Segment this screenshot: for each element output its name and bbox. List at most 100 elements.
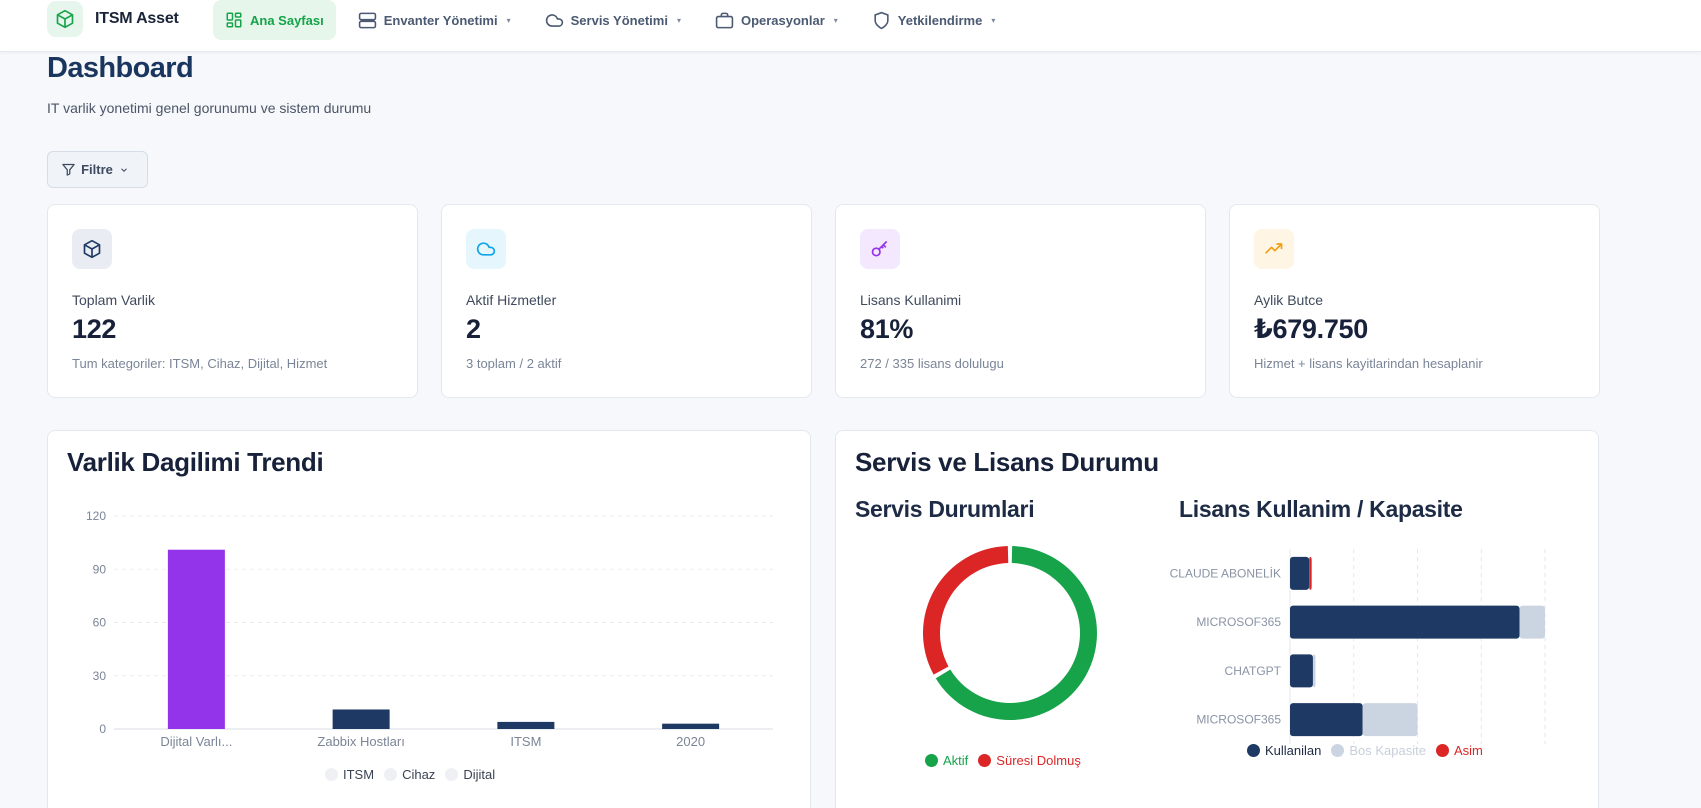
stat-sub: 3 toplam / 2 aktif	[466, 356, 562, 371]
legend-label: Kullanilan	[1265, 743, 1322, 758]
legend-item[interactable]: Bos Kapasite	[1331, 743, 1426, 758]
chevron-down-icon: ▾	[833, 15, 838, 25]
stat-sub: 272 / 335 lisans dolulugu	[860, 356, 1004, 371]
legend-swatch	[978, 754, 992, 767]
legend-label: Süresi Dolmuş	[996, 753, 1081, 768]
chart-legend: ITSM Cihaz Dijital	[325, 767, 505, 782]
brand[interactable]: ITSM Asset	[47, 1, 179, 37]
nav-label: Ana Sayfası	[250, 12, 324, 28]
x-tick-label: Dijital Varlı...	[160, 734, 232, 749]
y-tick-label: 0	[99, 722, 106, 736]
briefcase-icon	[715, 12, 734, 28]
stat-card-aylik-butce: Aylik Butce ₺679.750 Hizmet + lisans kay…	[1229, 204, 1600, 398]
bar-segment	[1290, 605, 1520, 639]
legend-item[interactable]: ITSM	[325, 767, 374, 782]
trending-up-icon	[1254, 229, 1294, 269]
y-tick-label: MICROSOF365	[1196, 713, 1281, 727]
nav-label: Servis Yönetimi	[570, 12, 668, 28]
bar-segment	[1519, 605, 1545, 639]
stat-card-toplam-varlik: Toplam Varlik 122 Tum kategoriler: ITSM,…	[47, 204, 418, 398]
y-tick-label: CLAUDE ABONELİK	[1170, 566, 1281, 580]
nav-item-operasyonlar[interactable]: Operasyonlar ▾	[703, 0, 850, 40]
license-usage-chart: 050100150200CLAUDE ABONELİKMICROSOF365CH…	[1170, 549, 1546, 744]
service-status-title: Servis Durumlari	[855, 496, 1035, 522]
brand-name: ITSM Asset	[95, 10, 179, 27]
stat-sub: Hizmet + lisans kayitlarindan hesaplanir	[1254, 356, 1483, 371]
legend-item[interactable]: Cihaz	[384, 767, 435, 782]
y-tick-label: CHATGPT	[1225, 664, 1282, 678]
page-subtitle: IT varlik yonetimi genel gorunumu ve sis…	[47, 100, 372, 116]
panel-title: Servis ve Lisans Durumu	[855, 447, 1159, 477]
bar	[497, 721, 555, 729]
legend-label: Cihaz	[402, 767, 436, 782]
nav-label: Envanter Yönetimi	[383, 12, 498, 28]
chevron-down-icon: ▾	[676, 15, 681, 25]
license-title: Lisans Kullanim / Kapasite	[1179, 496, 1463, 522]
legend-label: Bos Kapasite	[1349, 743, 1426, 758]
stat-label: Aylik Butce	[1254, 292, 1323, 308]
page-title: Dashboard	[47, 52, 194, 84]
chevron-down-icon: ▾	[991, 15, 996, 25]
panel-service-license: Servis ve Lisans Durumu Servis Durumlari…	[835, 430, 1599, 808]
stat-label: Aktif Hizmetler	[466, 292, 557, 308]
cloud-icon	[466, 229, 506, 269]
key-icon	[860, 229, 900, 269]
stat-value: 2	[466, 314, 481, 344]
legend-swatch	[325, 768, 338, 781]
stat-card-aktif-hizmetler: Aktif Hizmetler 2 3 toplam / 2 aktif	[441, 204, 812, 398]
shield-icon	[874, 11, 889, 29]
x-tick-label: 2020	[676, 734, 705, 749]
filter-button[interactable]: Filtre	[47, 151, 148, 188]
donut-legend: Aktif Süresi Dolmuş	[925, 753, 1091, 768]
legend-item[interactable]: Kullanilan	[1247, 743, 1321, 758]
top-navbar: ITSM Asset Ana Sayfası Envanter Yönetimi…	[0, 0, 1701, 52]
panel-trend: Varlik Dagilimi Trendi 0 30 60 90 120 Dijital…	[47, 430, 811, 808]
legend-item[interactable]: Asim	[1435, 743, 1483, 758]
bar	[662, 723, 720, 729]
stat-card-lisans-kullanimi: Lisans Kullanimi 81% 272 / 335 lisans do…	[835, 204, 1206, 398]
legend-label: Aktif	[943, 753, 969, 768]
nav-item-yetkilendirme[interactable]: Yetkilendirme ▾	[860, 0, 1008, 40]
donut-slice	[923, 546, 1009, 675]
stat-label: Toplam Varlik	[72, 292, 155, 308]
legend-item[interactable]: Süresi Dolmuş	[978, 753, 1081, 768]
nav-item-servis[interactable]: Servis Yönetimi ▾	[533, 0, 693, 40]
filter-label: Filtre	[81, 162, 113, 177]
stat-value: 122	[72, 314, 117, 344]
legend-swatch	[1331, 744, 1345, 757]
stat-value: ₺679.750	[1254, 314, 1368, 344]
legend-swatch	[384, 768, 398, 781]
panel-title: Varlik Dagilimi Trendi	[67, 447, 324, 477]
legend-item[interactable]: Aktif	[925, 753, 968, 768]
box-icon	[47, 1, 83, 37]
server-icon	[358, 12, 376, 28]
nav-item-ana-sayfasi[interactable]: Ana Sayfası	[213, 0, 336, 40]
legend-swatch	[1435, 744, 1449, 757]
x-tick-label: Zabbix Hostları	[317, 734, 404, 749]
legend-label: Dijital	[463, 767, 496, 782]
filter-icon	[62, 163, 75, 176]
legend-swatch	[925, 754, 938, 767]
x-tick-label: ITSM	[510, 734, 541, 749]
stat-sub: Tum kategoriler: ITSM, Cihaz, Dijital, H…	[72, 356, 328, 371]
bar-segment	[1309, 556, 1312, 590]
box-icon	[72, 229, 112, 269]
chevron-down-icon	[121, 167, 127, 172]
nav-item-envanter[interactable]: Envanter Yönetimi ▾	[346, 0, 523, 40]
nav-label: Operasyonlar	[740, 12, 825, 28]
y-tick-label: 30	[93, 669, 107, 683]
grid-icon	[226, 12, 242, 28]
nav-label: Yetkilendirme	[897, 12, 983, 28]
legend-item[interactable]: Dijital	[445, 767, 495, 782]
asset-trend-chart: 0 30 60 90 120 Dijital Varlı... Zabbix Hostlar…	[86, 509, 773, 749]
nav-menu: Ana Sayfası Envanter Yönetimi ▾ Servis Y…	[213, 0, 1017, 40]
service-status-donut	[923, 546, 1097, 720]
y-tick-label: 60	[93, 616, 107, 630]
bar-segment	[1362, 703, 1418, 737]
license-legend: Kullanilan Bos Kapasite Asim	[1247, 743, 1493, 758]
bar	[167, 549, 225, 729]
legend-swatch	[445, 768, 459, 781]
bar-segment	[1290, 556, 1310, 590]
y-tick-label: 120	[86, 509, 106, 523]
chevron-down-icon: ▾	[506, 15, 511, 25]
